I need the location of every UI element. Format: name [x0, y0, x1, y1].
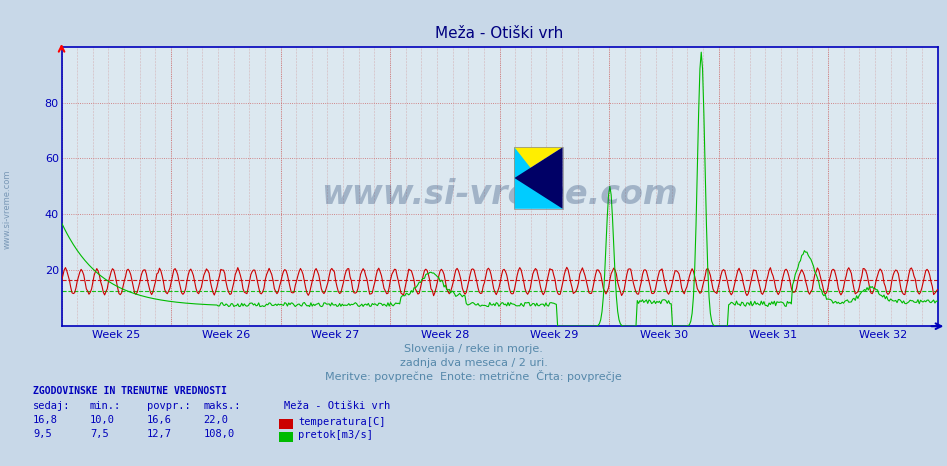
Text: 108,0: 108,0 — [204, 429, 235, 439]
Text: maks.:: maks.: — [204, 401, 241, 411]
Polygon shape — [514, 147, 563, 209]
Text: Slovenija / reke in morje.: Slovenija / reke in morje. — [404, 344, 543, 354]
Text: pretok[m3/s]: pretok[m3/s] — [298, 430, 373, 440]
Text: Meža - Otiški vrh: Meža - Otiški vrh — [284, 401, 390, 411]
Text: 9,5: 9,5 — [33, 429, 52, 439]
Text: www.si-vreme.com: www.si-vreme.com — [3, 170, 12, 249]
Polygon shape — [514, 147, 563, 178]
Text: 12,7: 12,7 — [147, 429, 171, 439]
Text: Meritve: povprečne  Enote: metrične  Črta: povprečje: Meritve: povprečne Enote: metrične Črta:… — [325, 370, 622, 382]
Text: 22,0: 22,0 — [204, 415, 228, 425]
Text: sedaj:: sedaj: — [33, 401, 71, 411]
Text: www.si-vreme.com: www.si-vreme.com — [321, 178, 678, 211]
Text: 16,6: 16,6 — [147, 415, 171, 425]
Text: temperatura[C]: temperatura[C] — [298, 417, 385, 427]
Polygon shape — [514, 147, 563, 209]
Text: 7,5: 7,5 — [90, 429, 109, 439]
Text: 10,0: 10,0 — [90, 415, 115, 425]
Text: zadnja dva meseca / 2 uri.: zadnja dva meseca / 2 uri. — [400, 358, 547, 368]
Text: povpr.:: povpr.: — [147, 401, 190, 411]
Text: min.:: min.: — [90, 401, 121, 411]
Title: Meža - Otiški vrh: Meža - Otiški vrh — [436, 26, 563, 41]
Text: ZGODOVINSKE IN TRENUTNE VREDNOSTI: ZGODOVINSKE IN TRENUTNE VREDNOSTI — [33, 386, 227, 396]
Text: 16,8: 16,8 — [33, 415, 58, 425]
